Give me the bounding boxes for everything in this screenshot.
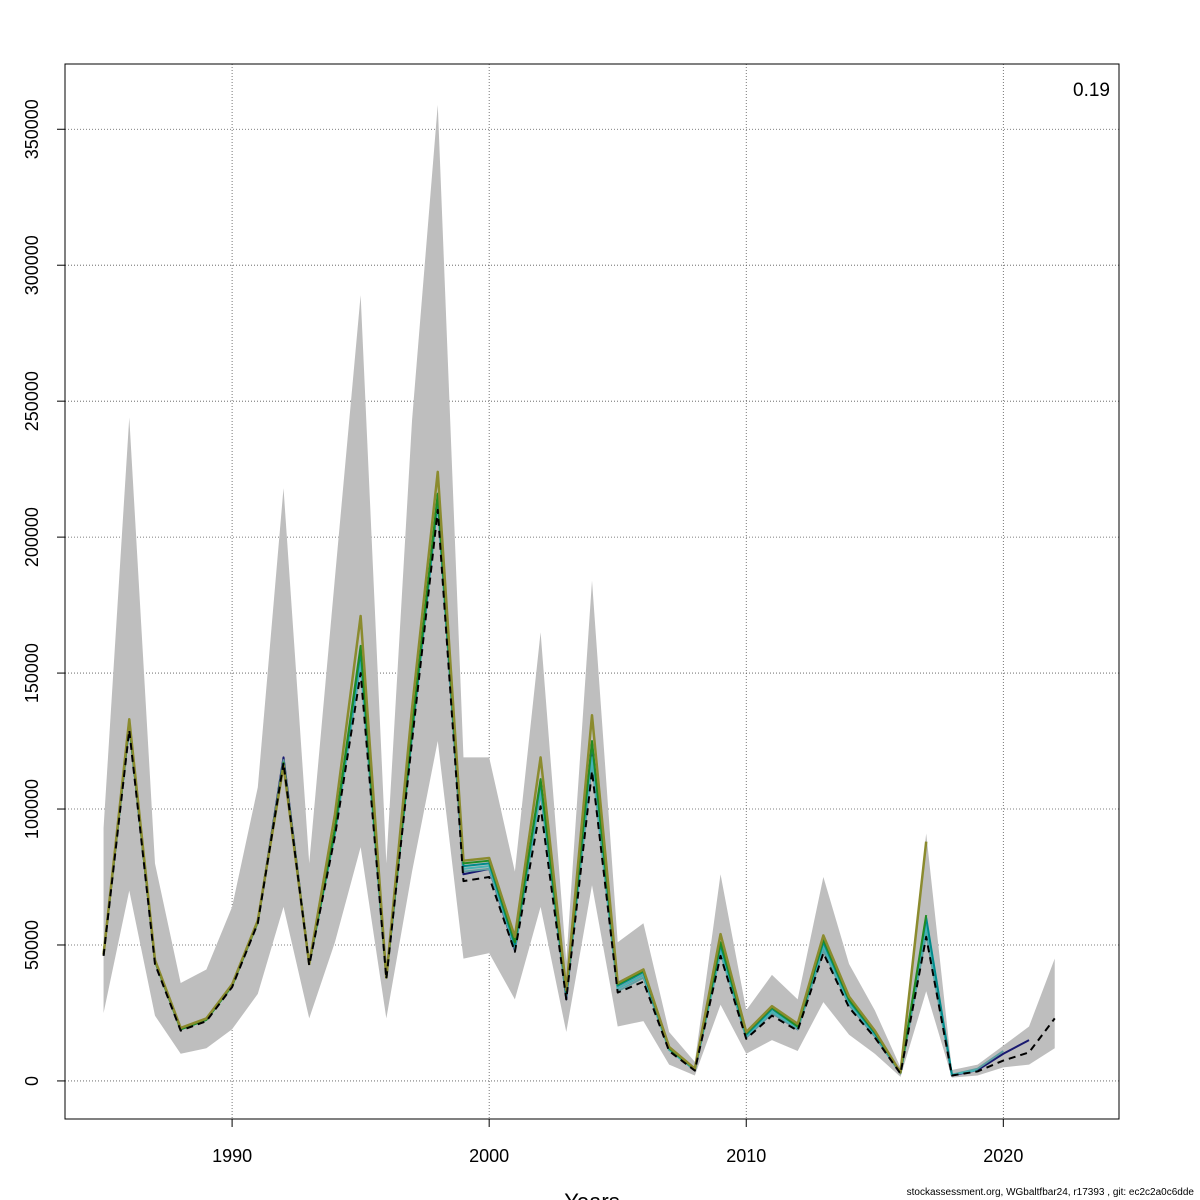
x-tick-label: 2000 xyxy=(469,1146,509,1166)
plot-frame xyxy=(64,63,1120,1120)
confidence-band xyxy=(103,104,1055,1078)
x-tick-label: 1990 xyxy=(212,1146,252,1166)
y-tick-label: 250000 xyxy=(22,371,42,431)
ci-band-polygon xyxy=(103,104,1055,1078)
y-tick-label: 350000 xyxy=(22,99,42,159)
corner-label: 0.19 xyxy=(1073,80,1110,101)
series-lines xyxy=(102,470,1056,1077)
series-line xyxy=(102,508,1056,1077)
x-axis: 1990 2000 2010 2020 xyxy=(212,1119,1023,1166)
x-tick-label: 2010 xyxy=(726,1146,766,1166)
y-axis: 0 50000 100000 150000 200000 250000 300000 3500… xyxy=(22,99,65,1086)
y-tick-label: 0 xyxy=(22,1076,42,1086)
y-tick-label: 300000 xyxy=(22,235,42,295)
x-tick-label: 2020 xyxy=(983,1146,1023,1166)
series-line xyxy=(102,470,928,1074)
y-tick-label: 50000 xyxy=(22,920,42,970)
x-axis-title: Years xyxy=(564,1189,619,1200)
footer-credit: stockassessment.org, WGbaltfbar24, r1739… xyxy=(906,1187,1194,1198)
y-tick-label: 200000 xyxy=(22,507,42,567)
y-tick-label: 150000 xyxy=(22,643,42,703)
y-tick-label: 100000 xyxy=(22,779,42,839)
